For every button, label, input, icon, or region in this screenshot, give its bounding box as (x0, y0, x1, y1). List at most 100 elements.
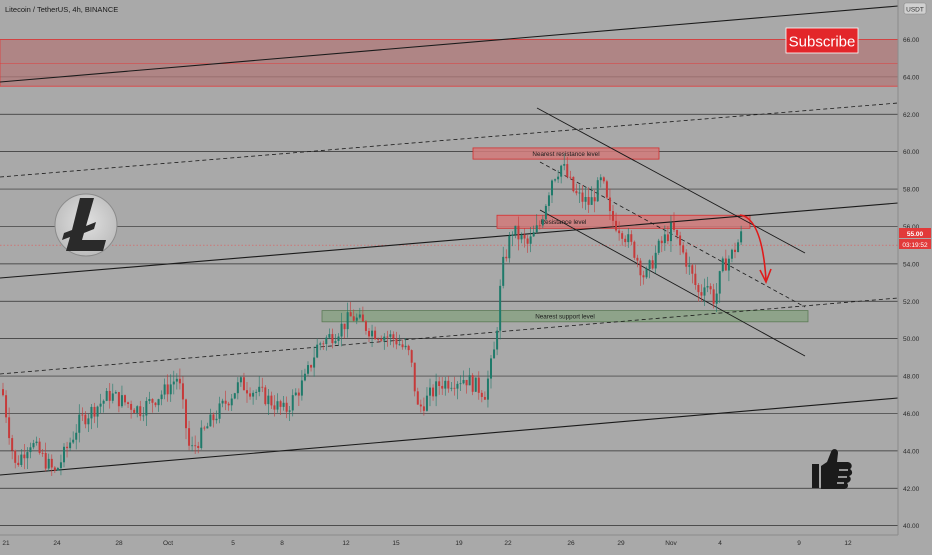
candle-body (349, 312, 352, 317)
candle-body (676, 229, 679, 236)
candle-body (718, 271, 721, 294)
candle-body (130, 403, 133, 410)
candle-body (673, 222, 675, 230)
time-axis[interactable] (0, 535, 932, 550)
candle-body (343, 323, 346, 330)
trendline (0, 202, 899, 279)
candle-body (285, 402, 288, 412)
candle-body (242, 377, 245, 391)
candle-body (270, 395, 273, 406)
candle-body (145, 400, 148, 416)
candle-body (276, 401, 279, 410)
candle-body (23, 454, 26, 459)
candle-body (325, 337, 328, 345)
trendlines (0, 5, 899, 476)
time-tick-label: 15 (392, 540, 400, 547)
candle-body (273, 405, 276, 410)
candle-body (2, 389, 4, 396)
candle-body (139, 406, 142, 417)
time-tick-label: 4 (718, 540, 722, 547)
candle-body (651, 260, 654, 269)
candle-body (267, 395, 270, 405)
zone-1 (496, 214, 751, 229)
time-tick-label: 8 (280, 540, 284, 547)
price-tick-label: 62.00 (903, 112, 920, 119)
candle-body (551, 180, 553, 196)
candle-body (334, 340, 337, 344)
candle-body (456, 383, 459, 389)
candle-body (316, 344, 319, 358)
time-axis-ticks: 21 24 28 Oct 5 8 12 15 19 22 26 29 Nov 4 9 12 (2, 540, 852, 547)
subscribe-badge[interactable]: Subscribe (785, 27, 859, 54)
candle-body (462, 379, 465, 384)
candle-body (599, 177, 602, 181)
candle-body (404, 345, 407, 348)
candle-body (41, 452, 44, 454)
bar-countdown-label: 03:19:52 (899, 239, 931, 249)
candle-body (529, 236, 532, 244)
candle-body (352, 316, 355, 321)
candle-body (642, 275, 645, 278)
candle-body (17, 462, 20, 466)
candle-body (624, 238, 627, 243)
time-tick-label: 5 (231, 540, 235, 547)
candle-body (105, 390, 108, 401)
currency-badge[interactable]: USDT (903, 2, 927, 15)
candle-body (221, 400, 224, 404)
candle-body (517, 225, 520, 240)
candle-body (740, 231, 743, 243)
candle-body (532, 232, 535, 237)
candle-body (572, 176, 575, 192)
candle-body (288, 410, 291, 412)
current-price-label: 55.00 (899, 228, 931, 238)
candle-body (602, 177, 605, 182)
candle-body (69, 442, 72, 449)
candle-body (90, 406, 93, 419)
candle-body (5, 395, 8, 418)
candle-body (322, 343, 325, 345)
candle-body (218, 403, 221, 419)
candle-body (468, 375, 471, 386)
trendline (539, 161, 806, 308)
candle-body (410, 350, 413, 363)
price-tick-label: 46.00 (903, 411, 920, 418)
candle-body (621, 233, 624, 239)
time-tick-label: Nov (665, 540, 677, 547)
candle-body (547, 195, 550, 206)
candle-body (715, 293, 718, 304)
symbol-title: Litecoin / TetherUS, 4h, BINANCE (5, 5, 118, 14)
candle-body (480, 392, 483, 397)
price-tick-label: 48.00 (903, 374, 920, 381)
time-tick-label: 29 (617, 540, 625, 547)
candle-body (279, 401, 282, 407)
candle-body (615, 220, 618, 231)
candle-body (511, 234, 514, 236)
candle-body (453, 387, 456, 389)
trendline (539, 209, 806, 357)
candle-body (215, 418, 218, 421)
zone-2 (321, 310, 809, 323)
candle-body (465, 379, 468, 386)
candle-body (32, 443, 35, 448)
candle-body (685, 252, 688, 267)
price-tick-label: 44.00 (903, 448, 920, 455)
candle-body (493, 349, 496, 359)
price-axis[interactable] (898, 0, 932, 550)
candle-body (56, 468, 59, 471)
candle-body (142, 415, 145, 417)
candle-body (255, 391, 258, 393)
candle-body (124, 395, 126, 403)
time-tick-label: 19 (455, 540, 463, 547)
candle-body (401, 344, 404, 348)
candle-body (541, 219, 544, 226)
candle-body (371, 330, 374, 337)
candle-body (422, 406, 425, 411)
candle-body (206, 426, 209, 429)
candle-body (538, 225, 541, 227)
candle-body (258, 386, 261, 392)
svg-text:Subscribe: Subscribe (789, 34, 856, 51)
candle-body (38, 441, 41, 453)
candle-body (169, 384, 172, 395)
